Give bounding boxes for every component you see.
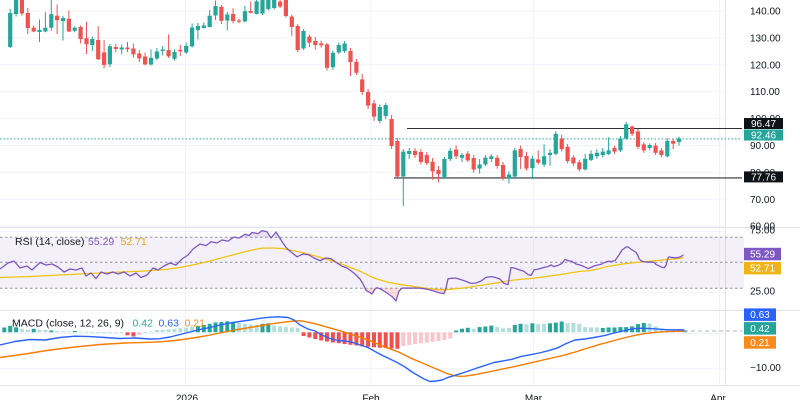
svg-text:0.42: 0.42 [133, 318, 154, 330]
svg-text:55.29: 55.29 [88, 236, 114, 248]
svg-text:2026: 2026 [176, 394, 199, 400]
svg-text:0.63: 0.63 [750, 310, 770, 321]
svg-text:52.71: 52.71 [121, 236, 147, 248]
svg-text:MACD (close, 12, 26, 9): MACD (close, 12, 26, 9) [12, 318, 124, 330]
svg-text:Apr: Apr [710, 394, 726, 400]
svg-text:96.47: 96.47 [751, 119, 776, 130]
svg-text:92.46: 92.46 [751, 131, 776, 142]
svg-text:77.76: 77.76 [751, 172, 776, 183]
svg-text:0.42: 0.42 [750, 324, 770, 335]
svg-text:70.00: 70.00 [750, 195, 775, 206]
svg-text:55.29: 55.29 [750, 250, 775, 261]
svg-text:RSI (14, close): RSI (14, close) [15, 236, 84, 248]
svg-text:60.00: 60.00 [750, 222, 775, 233]
svg-text:0.63: 0.63 [159, 318, 180, 330]
svg-text:Mar: Mar [525, 394, 543, 400]
svg-text:52.71: 52.71 [750, 264, 775, 275]
svg-text:−10.00: −10.00 [750, 363, 781, 374]
svg-text:25.00: 25.00 [750, 287, 775, 298]
svg-text:140.00: 140.00 [750, 7, 781, 18]
svg-text:130.00: 130.00 [750, 33, 781, 44]
svg-text:0.21: 0.21 [750, 338, 770, 349]
svg-text:120.00: 120.00 [750, 60, 781, 71]
svg-text:0.21: 0.21 [185, 318, 206, 330]
svg-text:110.00: 110.00 [750, 87, 780, 98]
svg-text:Feb: Feb [362, 394, 380, 400]
svg-text:75.00: 75.00 [750, 225, 775, 236]
svg-text:90.00: 90.00 [750, 141, 775, 152]
